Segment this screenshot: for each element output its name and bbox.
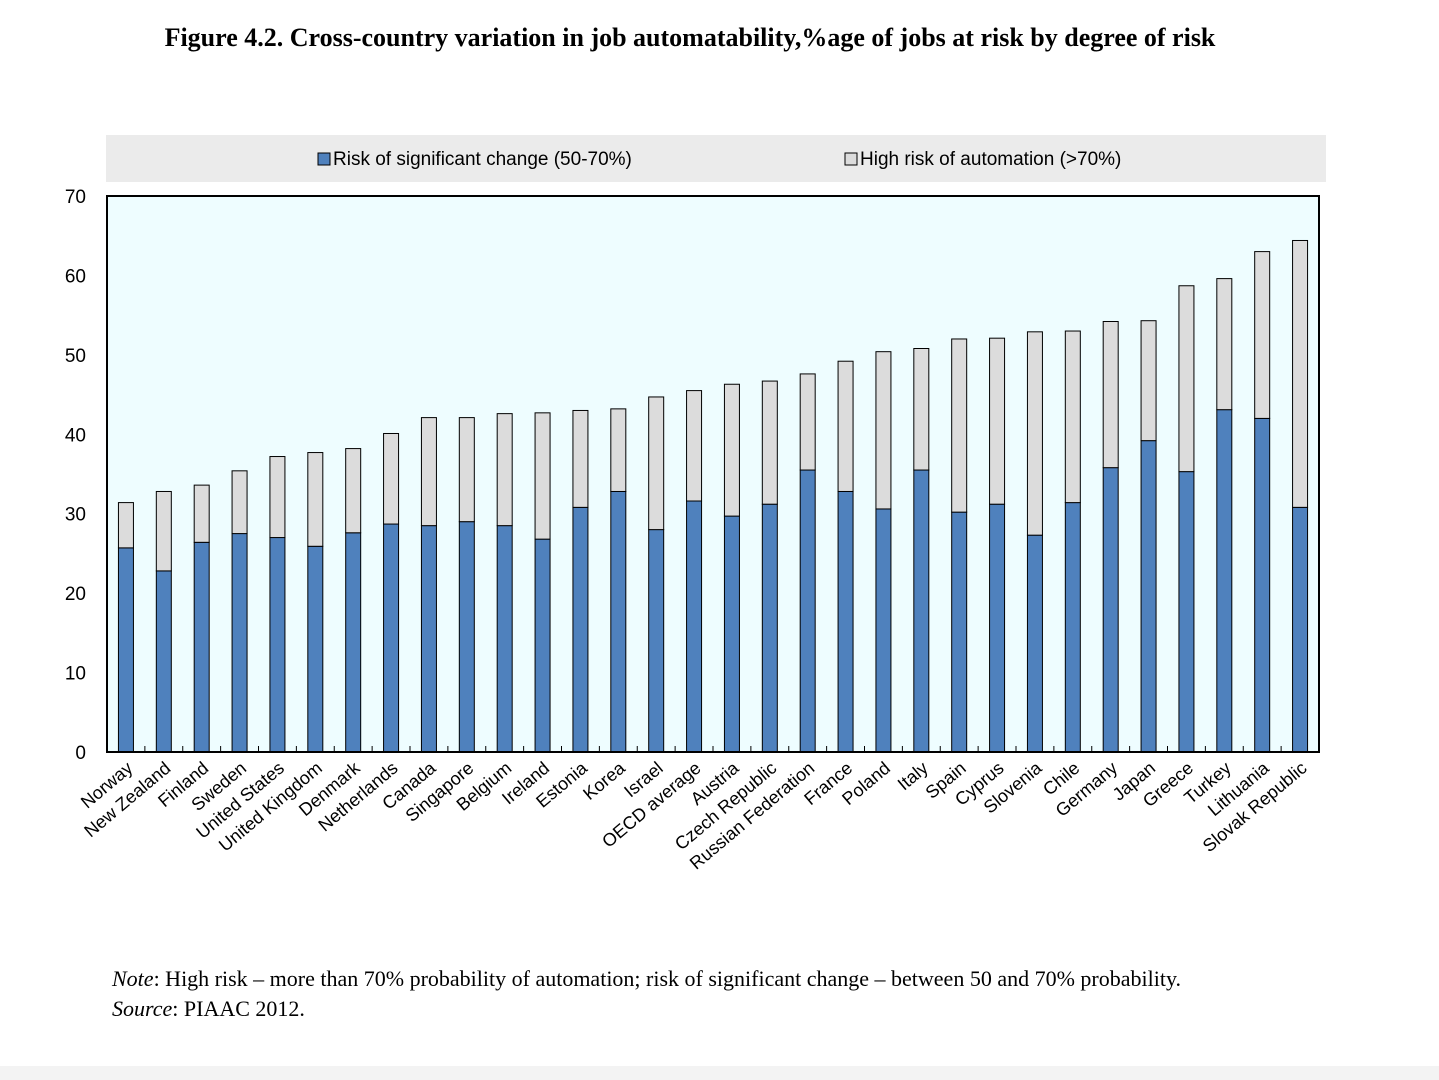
bar-significant-change-1 <box>117 547 134 753</box>
bar-high-risk-3 <box>193 484 210 543</box>
bar-high-risk-21 <box>875 351 892 510</box>
bar-significant-change-26 <box>1064 502 1081 753</box>
bar-high-risk-23 <box>951 338 968 513</box>
bar-high-risk-7 <box>345 448 362 534</box>
bar-high-risk-29 <box>1178 285 1195 473</box>
bar-significant-change-15 <box>648 529 665 753</box>
legend-label-2: High risk of automation (>70%) <box>860 149 1121 170</box>
bar-significant-change-8 <box>383 523 400 753</box>
note-label: Note <box>112 966 154 991</box>
bar-significant-change-3 <box>193 541 210 753</box>
bar-significant-change-12 <box>534 538 551 753</box>
page-bottom-strip <box>0 1066 1439 1080</box>
bar-significant-change-18 <box>761 503 778 753</box>
legend: Risk of significant change (50-70%) High … <box>317 149 1121 170</box>
bars <box>117 239 1309 753</box>
bar-high-risk-19 <box>799 373 816 471</box>
bar-significant-change-22 <box>913 469 930 753</box>
bar-significant-change-27 <box>1102 467 1119 753</box>
stacked-bar-chart: Risk of significant change (50-70%) High … <box>65 135 1326 873</box>
source-line: Source: PIAAC 2012. <box>112 994 1312 1024</box>
bar-high-risk-8 <box>383 432 400 525</box>
bar-significant-change-6 <box>307 545 324 753</box>
bar-significant-change-24 <box>989 503 1006 753</box>
bar-high-risk-5 <box>269 456 286 539</box>
bar-significant-change-31 <box>1254 417 1271 753</box>
note-line: Note: High risk – more than 70% probabil… <box>112 964 1312 994</box>
bar-high-risk-16 <box>686 390 703 502</box>
legend-swatch-1 <box>317 152 331 166</box>
bar-high-risk-6 <box>307 452 324 547</box>
bar-high-risk-14 <box>610 408 627 492</box>
bar-significant-change-17 <box>723 515 740 753</box>
source-label: Source <box>112 996 173 1021</box>
bar-significant-change-30 <box>1216 409 1233 753</box>
bar-significant-change-4 <box>231 533 248 753</box>
bar-significant-change-10 <box>458 521 475 753</box>
bar-high-risk-15 <box>648 396 665 531</box>
bar-significant-change-16 <box>686 500 703 753</box>
bar-significant-change-5 <box>269 537 286 753</box>
plot-border <box>106 195 1320 753</box>
note-block: Note: High risk – more than 70% probabil… <box>112 964 1312 1024</box>
source-text: : PIAAC 2012. <box>172 996 305 1021</box>
bar-high-risk-11 <box>496 413 513 527</box>
y-tick-label-40: 40 <box>65 425 86 446</box>
bar-high-risk-27 <box>1102 320 1119 469</box>
bar-high-risk-17 <box>723 383 740 517</box>
y-tick-label-20: 20 <box>65 584 86 605</box>
bar-significant-change-2 <box>155 570 172 753</box>
bar-high-risk-13 <box>572 409 589 508</box>
bar-significant-change-32 <box>1292 506 1309 753</box>
bar-significant-change-25 <box>1026 534 1043 753</box>
bar-significant-change-14 <box>610 490 627 753</box>
bar-high-risk-1 <box>117 502 134 549</box>
category-label-14: Korea <box>579 757 629 804</box>
bar-high-risk-12 <box>534 412 551 540</box>
bar-high-risk-20 <box>837 360 854 492</box>
bar-significant-change-20 <box>837 490 854 753</box>
legend-band <box>106 135 1326 182</box>
bar-significant-change-7 <box>345 532 362 753</box>
bar-high-risk-31 <box>1254 251 1271 419</box>
axes: 0 10 20 30 40 50 60 70 <box>65 187 1282 764</box>
bar-high-risk-4 <box>231 470 248 535</box>
bar-high-risk-24 <box>989 337 1006 505</box>
figure-title: Figure 4.2. Cross-country variation in j… <box>164 23 1216 52</box>
y-tick-label-30: 30 <box>65 505 86 526</box>
bar-significant-change-19 <box>799 469 816 753</box>
bar-significant-change-13 <box>572 506 589 753</box>
bar-significant-change-21 <box>875 508 892 753</box>
bar-significant-change-28 <box>1140 440 1157 753</box>
bar-high-risk-22 <box>913 348 930 471</box>
y-tick-label-0: 0 <box>75 743 86 764</box>
bar-high-risk-25 <box>1026 331 1043 536</box>
bar-high-risk-30 <box>1216 278 1233 411</box>
bar-high-risk-32 <box>1292 239 1309 508</box>
y-tick-label-50: 50 <box>65 346 86 367</box>
y-tick-label-70: 70 <box>65 187 86 208</box>
bar-significant-change-23 <box>951 511 968 753</box>
bar-high-risk-26 <box>1064 330 1081 504</box>
bar-high-risk-18 <box>761 380 778 505</box>
note-text: : High risk – more than 70% probability … <box>153 966 1182 991</box>
bar-significant-change-29 <box>1178 471 1195 753</box>
bar-high-risk-9 <box>420 417 437 527</box>
y-tick-label-60: 60 <box>65 266 86 287</box>
bar-high-risk-2 <box>155 490 172 572</box>
bar-significant-change-11 <box>496 525 513 753</box>
legend-swatch-2 <box>844 152 858 166</box>
y-tick-label-10: 10 <box>65 664 86 685</box>
legend-label-1: Risk of significant change (50-70%) <box>333 149 632 170</box>
bar-high-risk-10 <box>458 417 475 523</box>
bar-significant-change-9 <box>420 525 437 753</box>
plot-area <box>107 196 1319 752</box>
bar-high-risk-28 <box>1140 320 1157 442</box>
